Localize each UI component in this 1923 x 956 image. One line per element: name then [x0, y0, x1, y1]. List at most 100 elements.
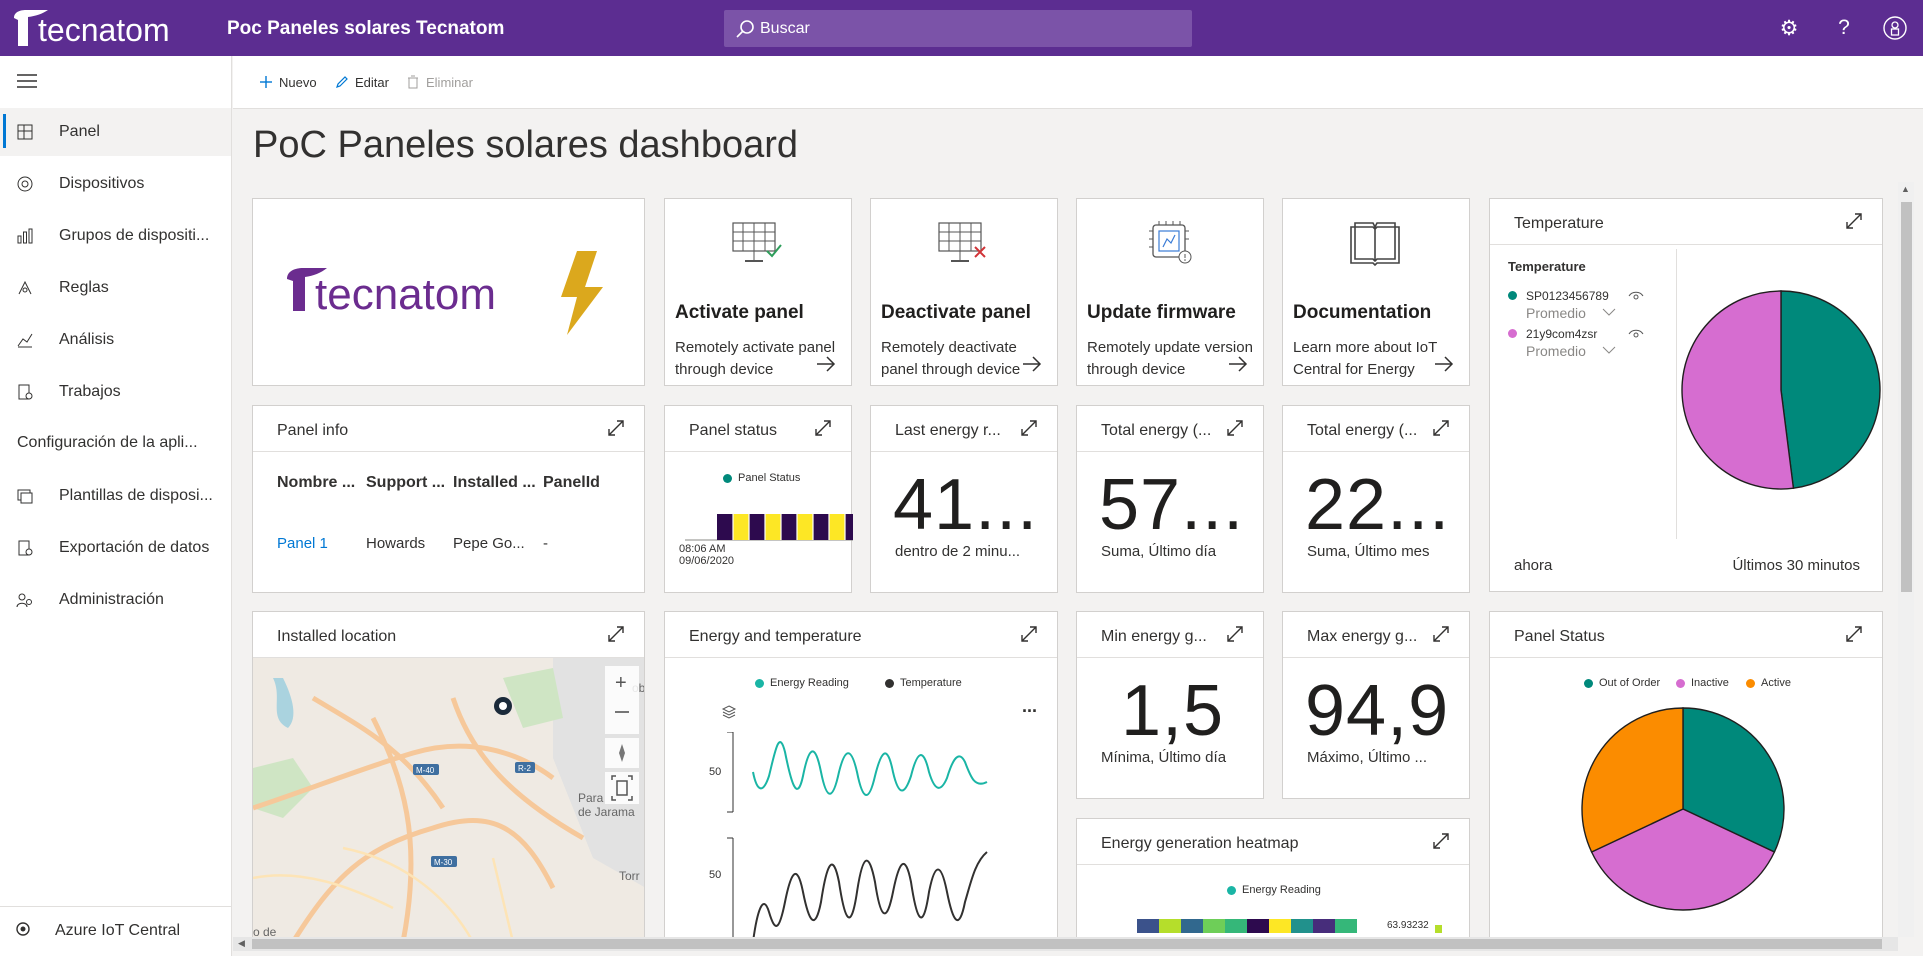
- documentation-tile[interactable]: Documentation Learn more about IoT Centr…: [1282, 198, 1470, 386]
- sidebar-item-grupos[interactable]: Grupos de dispositi...: [0, 212, 231, 260]
- sidebar-item-plantillas[interactable]: Plantillas de disposi...: [0, 472, 231, 520]
- location-pin[interactable]: [494, 697, 512, 715]
- tile-title: Min energy g...: [1101, 628, 1207, 645]
- sidebar-item-analisis[interactable]: Análisis: [0, 316, 231, 364]
- legend-energy-reading[interactable]: Energy Reading: [755, 677, 849, 689]
- vertical-scroll-thumb[interactable]: [1901, 202, 1912, 592]
- sidebar-item-dispositivos[interactable]: Dispositivos: [0, 160, 231, 208]
- rules-icon: [18, 280, 32, 295]
- pie-slice-active[interactable]: [1581, 707, 1684, 853]
- layers-icon[interactable]: [721, 704, 737, 720]
- arrow-right-icon[interactable]: [1433, 355, 1455, 373]
- gear-icon[interactable]: ⚙: [1779, 16, 1799, 40]
- expand-icon[interactable]: [1019, 418, 1039, 438]
- data-export-icon: [18, 540, 33, 556]
- expand-icon[interactable]: [1225, 624, 1245, 644]
- expand-icon[interactable]: [813, 418, 833, 438]
- deactivate-panel-tile[interactable]: Deactivate panel Remotely deactivate pan…: [870, 198, 1058, 386]
- scroll-up-icon[interactable]: ▲: [1901, 184, 1910, 194]
- fullscreen-icon[interactable]: [611, 775, 633, 801]
- column-header-support[interactable]: Support ...: [366, 474, 446, 491]
- expand-icon[interactable]: [1844, 624, 1864, 644]
- expand-icon[interactable]: [1844, 211, 1864, 231]
- pie-slice-sp0123456789[interactable]: [1780, 290, 1881, 490]
- search-box[interactable]: [724, 10, 1192, 47]
- arrow-right-icon[interactable]: [815, 355, 837, 373]
- expand-icon[interactable]: [1431, 831, 1451, 851]
- expand-icon[interactable]: [1225, 418, 1245, 438]
- kpi-subtitle: Mínima, Último día: [1101, 749, 1227, 766]
- sidebar-item-reglas[interactable]: Reglas: [0, 264, 231, 312]
- chevron-down-icon[interactable]: [1602, 307, 1616, 317]
- column-header-panelid[interactable]: PanelId: [543, 474, 600, 491]
- sidebar-item-panel[interactable]: Panel: [0, 108, 231, 156]
- series-name: 21y9com4zsr: [1526, 327, 1598, 341]
- map-label-m40: M-40: [416, 766, 435, 775]
- expand-icon[interactable]: [606, 418, 626, 438]
- map[interactable]: M-40 R-2 M-30 Para de Jarama Torr o de o…: [253, 658, 645, 941]
- firmware-chip-icon: [1149, 221, 1192, 264]
- time-range-window[interactable]: Últimos 30 minutos: [1732, 557, 1860, 574]
- kpi-value: 94,9: [1305, 671, 1450, 751]
- column-header-name[interactable]: Nombre ...: [277, 474, 356, 491]
- map-label-m30: M-30: [434, 858, 453, 867]
- sidebar-footer[interactable]: Azure IoT Central: [0, 906, 231, 954]
- horizontal-scroll-thumb[interactable]: [252, 939, 1882, 949]
- app-title[interactable]: Poc Paneles solares Tecnatom: [227, 18, 505, 39]
- delete-button[interactable]: Eliminar: [406, 70, 473, 94]
- sidebar-section-config[interactable]: Configuración de la apli...: [17, 434, 198, 451]
- logo-tile-text: tecnatom: [315, 270, 496, 319]
- sidebar-item-administracion[interactable]: Administración: [0, 576, 231, 624]
- pie-slice-21y9com4zsr[interactable]: [1681, 290, 1795, 490]
- new-button[interactable]: Nuevo: [259, 70, 317, 94]
- pie-slice-out-of-order[interactable]: [1682, 707, 1785, 853]
- panel-link[interactable]: Panel 1: [277, 535, 328, 552]
- map-label-jarama: de Jarama: [578, 805, 635, 819]
- sidebar-item-trabajos[interactable]: Trabajos: [0, 368, 231, 416]
- eye-icon[interactable]: [1628, 327, 1644, 341]
- legend-label: Energy Reading: [1242, 884, 1321, 896]
- legend-label: Panel Status: [738, 472, 801, 484]
- expand-icon[interactable]: [1431, 624, 1451, 644]
- legend-label: Energy Reading: [770, 677, 849, 689]
- sidebar: Panel Dispositivos Grupos de dispositi..…: [0, 56, 232, 956]
- page-title: PoC Paneles solares dashboard: [253, 124, 799, 166]
- tile-title: Max energy g...: [1307, 628, 1418, 645]
- table-cell: -: [543, 535, 548, 552]
- arrow-right-icon[interactable]: [1227, 355, 1249, 373]
- arrow-right-icon[interactable]: [1021, 355, 1043, 373]
- eye-icon[interactable]: [1628, 289, 1644, 303]
- energy-temperature-line-chart: 50 50: [709, 732, 988, 940]
- new-label: Nuevo: [279, 74, 317, 90]
- column-header-installed[interactable]: Installed ...: [453, 474, 536, 491]
- series-aggregation[interactable]: Promedio: [1526, 343, 1586, 359]
- legend-out-of-order[interactable]: Out of Order: [1584, 677, 1660, 689]
- update-firmware-tile[interactable]: Update firmware Remotely update version …: [1076, 198, 1264, 386]
- legend-active[interactable]: Active: [1746, 677, 1791, 689]
- legend-inactive[interactable]: Inactive: [1676, 677, 1729, 689]
- hamburger-menu-icon[interactable]: [14, 68, 40, 94]
- expand-icon[interactable]: [606, 624, 626, 644]
- more-options-icon[interactable]: ...: [1021, 696, 1037, 716]
- sidebar-item-exportacion[interactable]: Exportación de datos: [0, 524, 231, 572]
- legend-temperature[interactable]: Temperature: [885, 677, 962, 689]
- solar-panel-check-icon: [732, 222, 782, 262]
- energy-heatmap-tile: Energy generation heatmap Energy Reading…: [1076, 818, 1470, 942]
- expand-icon[interactable]: [1431, 418, 1451, 438]
- chevron-down-icon[interactable]: [1602, 345, 1616, 355]
- tecnatom-logo[interactable]: tecnatom: [12, 8, 212, 48]
- help-icon[interactable]: ?: [1838, 16, 1850, 39]
- sidebar-item-label: Administración: [59, 591, 164, 608]
- zoom-in-icon[interactable]: +: [615, 672, 627, 694]
- activate-panel-tile[interactable]: Activate panel Remotely activate panel t…: [664, 198, 852, 386]
- expand-icon[interactable]: [1019, 624, 1039, 644]
- pie-slice-inactive[interactable]: [1590, 808, 1776, 911]
- compass-icon[interactable]: [619, 744, 625, 762]
- user-avatar[interactable]: [1880, 13, 1910, 43]
- energy-temperature-tile: Energy and temperature Energy Reading Te…: [664, 611, 1058, 941]
- panel-info-tile: Panel info Nombre ... Support ... Instal…: [252, 405, 645, 593]
- edit-button[interactable]: Editar: [335, 70, 389, 94]
- series-aggregation[interactable]: Promedio: [1526, 305, 1586, 321]
- search-input[interactable]: [760, 10, 1180, 47]
- scroll-left-icon[interactable]: ◀: [238, 938, 245, 948]
